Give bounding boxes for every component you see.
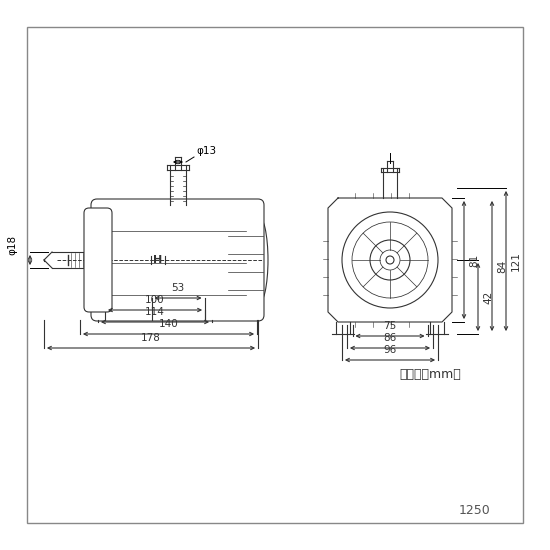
Text: 81: 81 <box>469 254 479 267</box>
Text: （単位：mm）: （単位：mm） <box>399 368 461 382</box>
Text: 178: 178 <box>141 333 161 343</box>
Text: 75: 75 <box>383 321 397 331</box>
Text: H: H <box>153 255 162 265</box>
FancyBboxPatch shape <box>84 208 112 312</box>
Text: 86: 86 <box>383 333 397 343</box>
Text: 96: 96 <box>383 345 397 355</box>
Text: 121: 121 <box>511 251 521 271</box>
Text: 1250: 1250 <box>458 503 490 516</box>
Text: 140: 140 <box>158 319 178 329</box>
Text: 53: 53 <box>172 283 185 293</box>
Text: φ13: φ13 <box>196 146 216 156</box>
Text: 84: 84 <box>497 260 507 273</box>
FancyBboxPatch shape <box>91 199 264 321</box>
Text: 42: 42 <box>483 290 493 304</box>
Text: 114: 114 <box>145 307 165 317</box>
Text: φ18: φ18 <box>7 235 17 255</box>
Text: 100: 100 <box>145 295 165 305</box>
